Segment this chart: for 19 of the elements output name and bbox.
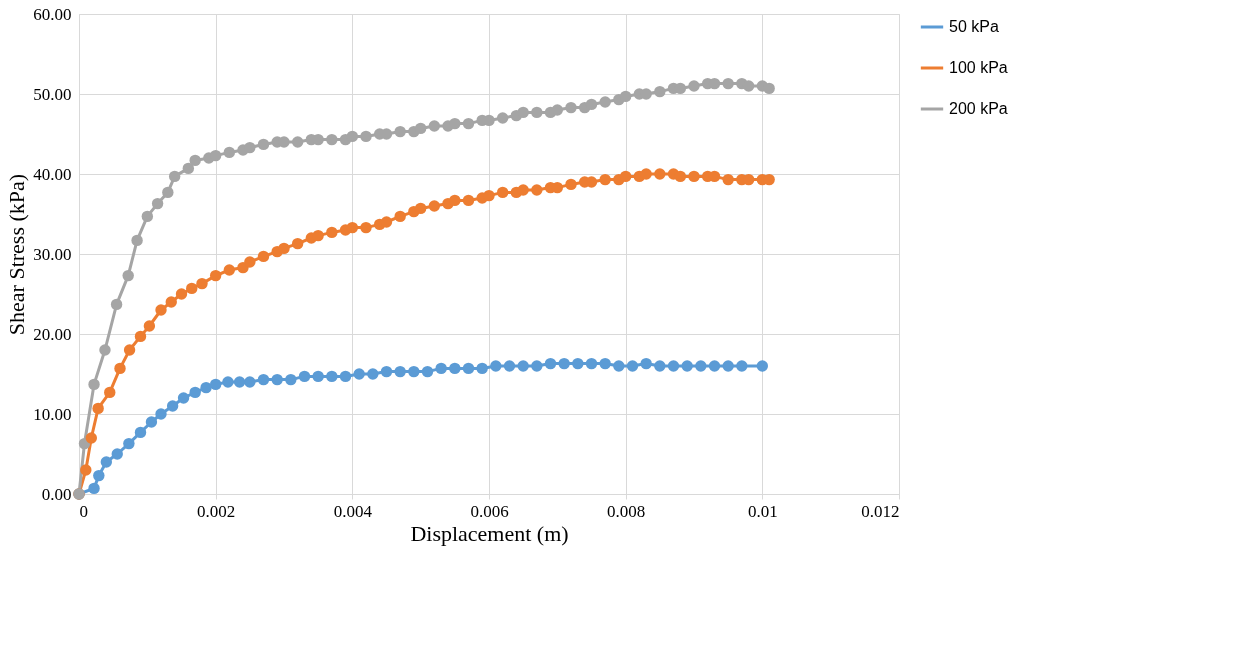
x-tick-label: 0.002 bbox=[197, 501, 236, 521]
y-tick-label: 40.00 bbox=[33, 164, 72, 184]
y-tick-label: 20.00 bbox=[33, 324, 72, 344]
y-tick-label: 50.00 bbox=[33, 84, 72, 104]
legend-label: 200 kPa bbox=[949, 100, 1008, 117]
legend-label: 50 kPa bbox=[949, 18, 999, 35]
x-tick-label: 0.008 bbox=[607, 501, 646, 521]
x-tick-label: 0 bbox=[79, 501, 88, 521]
y-tick-label: 0.00 bbox=[41, 484, 72, 504]
y-tick-label: 10.00 bbox=[33, 404, 72, 424]
y-tick-label: 30.00 bbox=[33, 244, 72, 264]
x-tick-label: 0.01 bbox=[747, 501, 778, 521]
legend-label: 100 kPa bbox=[949, 59, 1008, 76]
y-tick-label: 60.00 bbox=[33, 4, 72, 24]
x-tick-label: 0.004 bbox=[333, 501, 373, 521]
x-tick-label: 0.012 bbox=[861, 501, 900, 521]
y-axis-title: Shear Stress (kPa) bbox=[4, 173, 30, 336]
x-tick-label: 0.006 bbox=[470, 501, 509, 521]
x-axis-title: Displacement (m) bbox=[410, 520, 569, 546]
